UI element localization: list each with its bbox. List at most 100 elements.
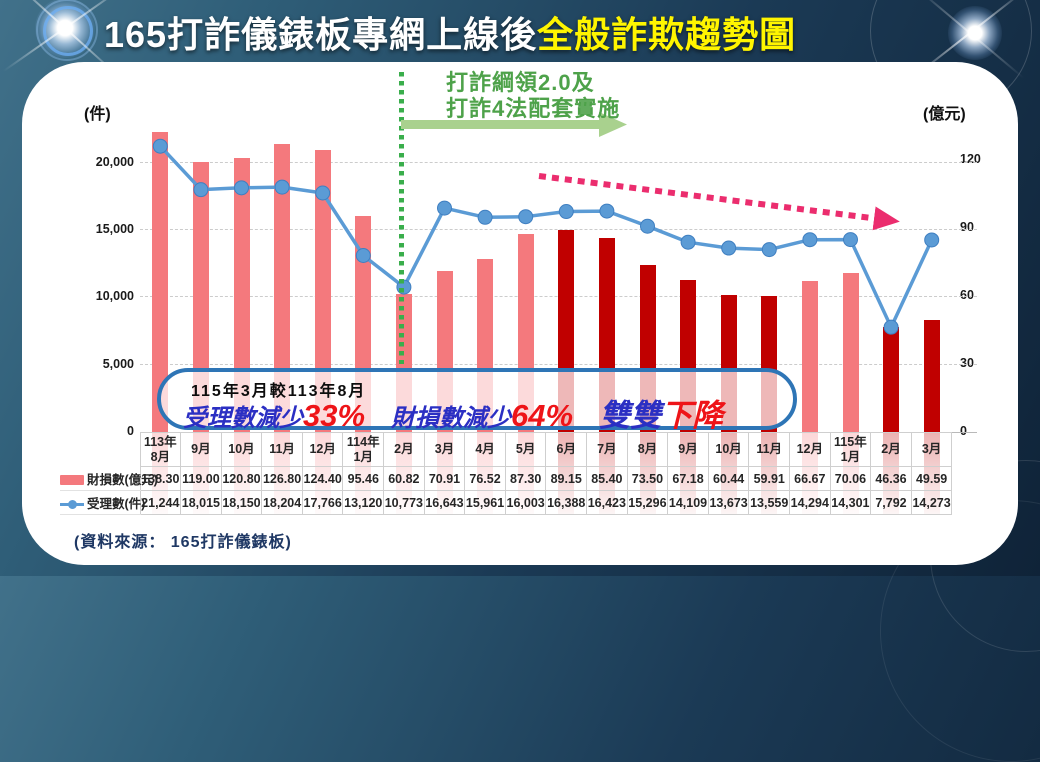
table-corner bbox=[60, 433, 140, 467]
cases-value: 21,244 bbox=[139, 490, 182, 515]
summary-segment: 受理數減少 bbox=[183, 405, 303, 432]
loss-label: 財損數(億元) bbox=[87, 472, 158, 487]
cases-value: 16,003 bbox=[504, 490, 547, 515]
x-axis-label: 11月 bbox=[748, 432, 790, 467]
loss-value: 119.00 bbox=[180, 466, 222, 491]
policy-divider-dotted-line bbox=[399, 72, 404, 364]
cases-value: 18,015 bbox=[180, 490, 222, 515]
left-tick: 0 bbox=[127, 424, 134, 438]
bar bbox=[192, 162, 209, 432]
summary-callout: 115年3月較113年8月 受理數減少 33% 財損數減少 64% 雙雙 下降 bbox=[157, 368, 797, 433]
x-axis-label: 9月 bbox=[180, 432, 222, 467]
x-axis-label: 11月 bbox=[261, 432, 303, 467]
title-highlight: 全般詐欺趨勢圖 bbox=[537, 14, 797, 55]
line-marker bbox=[640, 218, 655, 234]
bar bbox=[274, 144, 291, 432]
line-marker bbox=[315, 185, 331, 201]
x-axis-label: 113年 8月 bbox=[139, 432, 182, 467]
cases-value: 14,109 bbox=[667, 490, 709, 515]
line-marker bbox=[234, 180, 249, 196]
cases-label: 受理數(件) bbox=[87, 497, 146, 511]
line-marker bbox=[843, 232, 858, 248]
policy-note-line1: 打詐綱領2.0及 bbox=[446, 70, 595, 95]
loss-value: 46.36 bbox=[870, 466, 912, 491]
loss-value: 85.40 bbox=[586, 466, 628, 491]
x-axis-label: 10月 bbox=[707, 432, 750, 467]
right-tick: 90 bbox=[960, 219, 974, 234]
loss-value: 66.67 bbox=[789, 466, 831, 491]
x-axis-label: 8月 bbox=[626, 432, 669, 467]
line-marker bbox=[721, 240, 737, 256]
summary-comparison: 115年3月較113年8月 bbox=[191, 383, 367, 400]
loss-value: 124.40 bbox=[301, 466, 344, 491]
x-axis-label: 114年 1月 bbox=[342, 432, 385, 467]
x-axis-label: 2月 bbox=[383, 432, 425, 467]
cases-legend: 受理數(件) bbox=[60, 490, 145, 515]
line-marker bbox=[558, 204, 574, 220]
summary-segment: 財損數減少 bbox=[391, 405, 512, 432]
loss-value: 70.06 bbox=[829, 466, 872, 491]
loss-value: 138.30 bbox=[139, 466, 182, 491]
line-marker bbox=[924, 232, 940, 248]
line-series bbox=[152, 138, 940, 335]
cases-value: 13,120 bbox=[342, 490, 385, 515]
bar bbox=[152, 132, 169, 432]
bar-legend-swatch bbox=[60, 475, 84, 486]
loss-value: 126.80 bbox=[261, 466, 303, 491]
summary-stats: 受理數減少 33% 財損數減少 64% 雙雙 下降 bbox=[183, 390, 723, 435]
gridline bbox=[140, 161, 977, 163]
cases-value: 16,643 bbox=[423, 490, 466, 515]
bar bbox=[233, 158, 250, 432]
cases-value: 15,296 bbox=[626, 490, 669, 515]
trend-down-arrow-icon bbox=[538, 173, 900, 231]
line-marker bbox=[274, 179, 290, 195]
x-axis-label: 3月 bbox=[910, 432, 953, 467]
loss-value: 49.59 bbox=[910, 466, 953, 491]
right-tick: 0 bbox=[960, 424, 967, 438]
right-tick: 60 bbox=[960, 287, 974, 302]
source-note: (資料來源： 165打詐儀錶板) bbox=[74, 534, 292, 551]
x-axis-label: 9月 bbox=[667, 432, 709, 467]
cases-value: 7,792 bbox=[870, 490, 912, 515]
x-axis-label: 12月 bbox=[789, 432, 831, 467]
loss-value: 60.82 bbox=[383, 466, 425, 491]
policy-arrow-icon bbox=[401, 112, 627, 137]
x-axis-label: 4月 bbox=[464, 432, 506, 467]
loss-value: 76.52 bbox=[464, 466, 506, 491]
x-axis-label: 10月 bbox=[220, 432, 263, 467]
bar bbox=[842, 273, 859, 432]
loss-value: 89.15 bbox=[545, 466, 588, 491]
title-prefix: 165打詐儀錶板專網上線後 bbox=[104, 14, 538, 55]
loss-value: 73.50 bbox=[626, 466, 669, 491]
gridline bbox=[140, 229, 977, 231]
left-tick: 10,000 bbox=[95, 289, 134, 304]
x-axis-label: 6月 bbox=[545, 432, 588, 467]
loss-value: 120.80 bbox=[220, 466, 263, 491]
line-marker bbox=[802, 232, 818, 248]
line-marker bbox=[152, 138, 168, 154]
x-axis-label: 5月 bbox=[504, 432, 547, 467]
cases-value: 13,673 bbox=[707, 490, 750, 515]
loss-value: 60.44 bbox=[707, 466, 750, 491]
cases-value: 13,559 bbox=[748, 490, 790, 515]
data-table: 113年 8月 9月 10月 11月 12月 114年 1月 2月 3月 4月 5月 6月 7月 8月 9… bbox=[60, 432, 953, 515]
chart-card: (件) (億元) 0 5,000 10,000 15,000 20,000 0 30 60 9… bbox=[22, 62, 1018, 565]
summary-segment: 雙雙 bbox=[599, 398, 662, 433]
line-marker bbox=[761, 242, 777, 258]
line-marker bbox=[355, 247, 371, 263]
line-legend-marker bbox=[60, 500, 84, 510]
page-title: 165打詐儀錶板專網上線後全般詐欺趨勢圖 bbox=[104, 6, 796, 58]
bar bbox=[883, 326, 900, 432]
title-bar: 165打詐儀錶板專網上線後全般詐欺趨勢圖 bbox=[0, 0, 1040, 58]
cases-value: 18,204 bbox=[261, 490, 303, 515]
summary-segment: 下降 bbox=[661, 398, 724, 433]
x-axis-label: 12月 bbox=[301, 432, 344, 467]
line-marker bbox=[883, 319, 899, 335]
cases-value: 15,961 bbox=[464, 490, 506, 515]
x-axis-label: 3月 bbox=[423, 432, 466, 467]
summary-segment: 64% bbox=[511, 398, 574, 433]
loss-value: 59.91 bbox=[748, 466, 790, 491]
summary-segment: 33% bbox=[303, 398, 366, 433]
loss-legend: 財損數(億元) bbox=[60, 466, 158, 491]
loss-value: 95.46 bbox=[342, 466, 385, 491]
